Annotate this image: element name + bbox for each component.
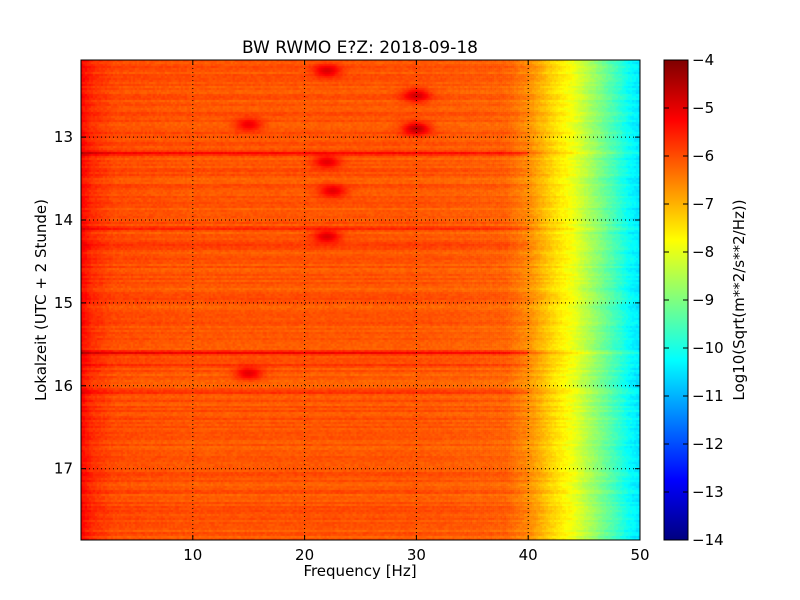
x-tick-label: 10: [183, 546, 202, 564]
colorbar-tick-label: −13: [692, 483, 724, 501]
colorbar-tick-label: −11: [692, 387, 724, 405]
colorbar-tick-label: −7: [692, 195, 714, 213]
y-tick-label: 13: [54, 128, 73, 146]
x-tick-label: 30: [407, 546, 426, 564]
x-axis: 10 20 30 40 50: [183, 60, 650, 564]
x-tick-label: 20: [295, 546, 314, 564]
x-tick-label: 40: [519, 546, 538, 564]
y-axis: 13 14 15 16 17: [54, 128, 640, 478]
y-tick-label: 16: [54, 377, 73, 395]
spectrogram-image: [81, 60, 640, 540]
y-tick-label: 17: [54, 460, 73, 478]
x-tick-label: 50: [630, 546, 649, 564]
y-axis-label: Lokalzeit (UTC + 2 Stunde): [32, 199, 50, 401]
colorbar: −4 −5 −6 −7 −8 −9 −10 −11 −12 −13 −14: [663, 51, 724, 549]
y-tick-label: 15: [54, 294, 73, 312]
colorbar-axis: −4 −5 −6 −7 −8 −9 −10 −11 −12 −13 −14: [664, 51, 724, 549]
x-axis-label: Frequency [Hz]: [303, 562, 416, 580]
colorbar-tick-label: −10: [692, 339, 724, 357]
colorbar-tick-label: −14: [692, 531, 724, 549]
colorbar-tick-label: −9: [692, 291, 714, 309]
chart-title: BW RWMO E?Z: 2018-09-18: [242, 38, 478, 58]
colorbar-tick-label: −12: [692, 435, 724, 453]
colorbar-tick-label: −5: [692, 99, 714, 117]
plot-frame: [80, 59, 641, 541]
colorbar-tick-label: −4: [692, 51, 714, 69]
colorbar-tick-label: −8: [692, 243, 714, 261]
colorbar-tick-label: −6: [692, 147, 714, 165]
colorbar-label: Log10(Sqrt(m**2/s**2/Hz)): [730, 199, 748, 400]
plot-area: 10 20 30 40 50 13 14 15 16 17: [54, 59, 650, 564]
y-tick-label: 14: [54, 211, 73, 229]
